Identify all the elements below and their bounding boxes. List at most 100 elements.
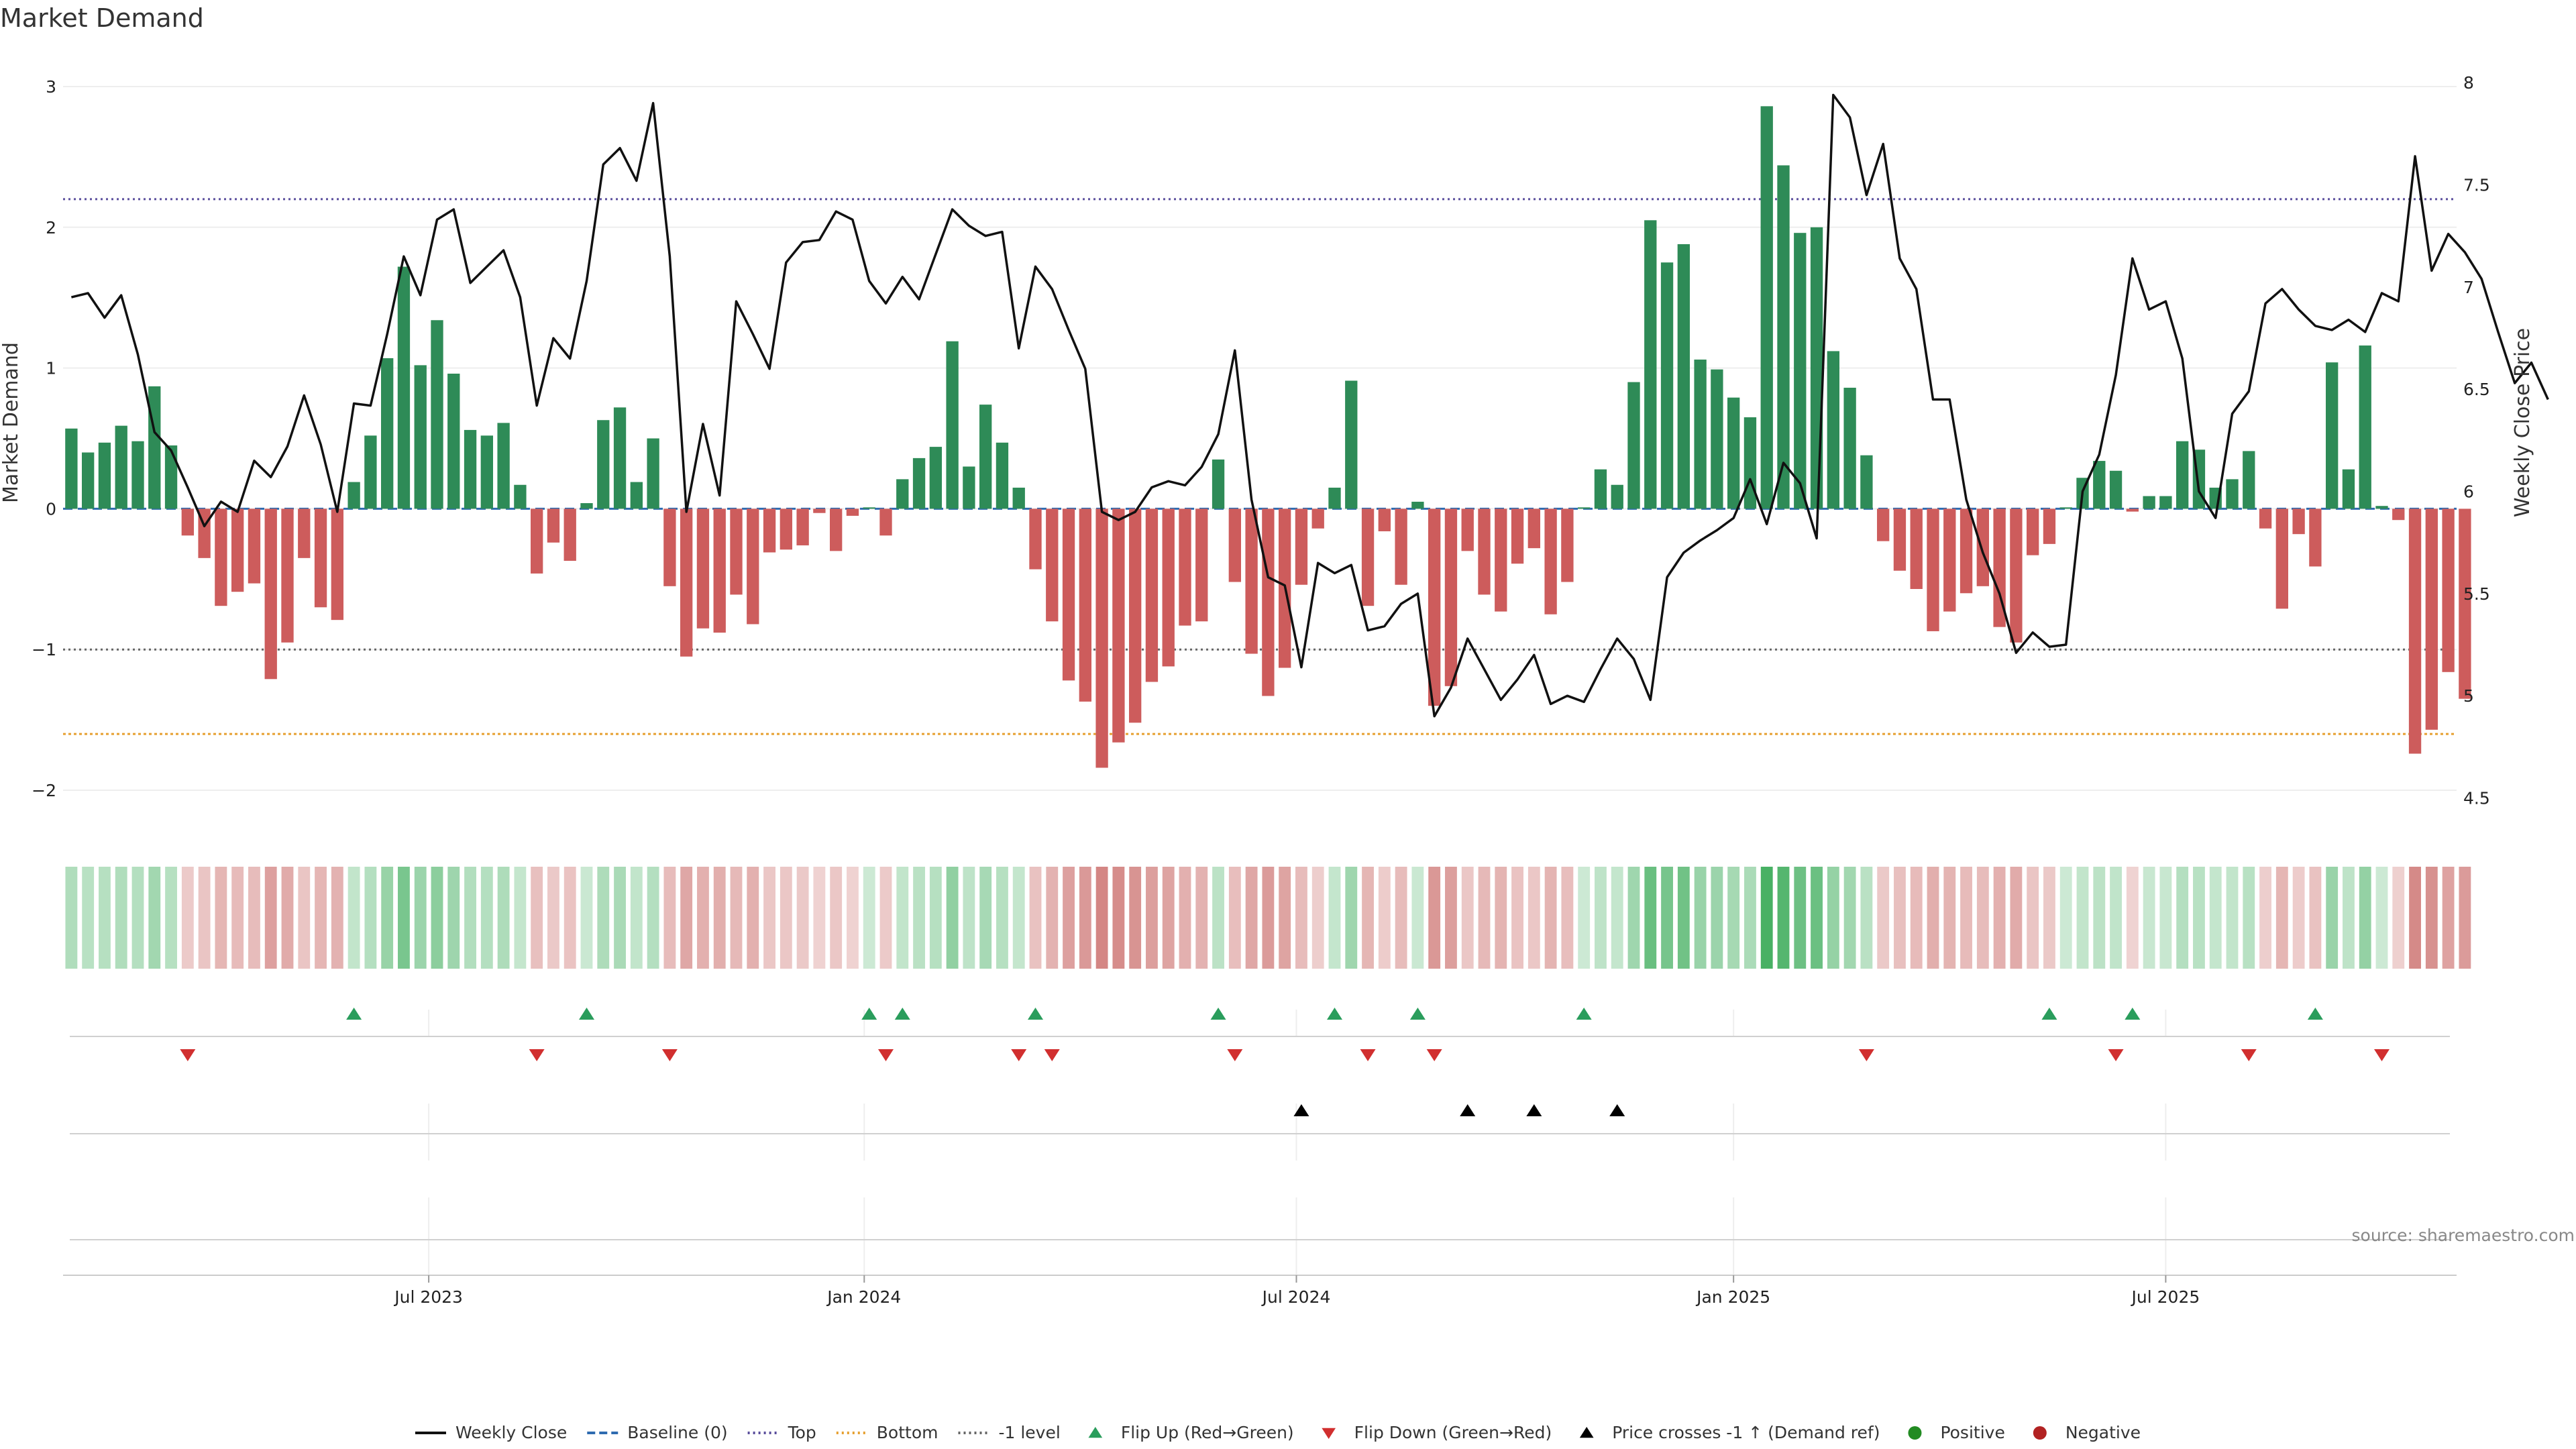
demand-bar: [1876, 508, 1890, 541]
left-tick-label: 2: [46, 218, 56, 237]
demand-bar: [1660, 262, 1674, 509]
heat-cell: [763, 867, 775, 969]
heat-cell: [996, 867, 1008, 969]
right-axis-ticks: 8 7.5 7 6.5 6 5.5 5 4.5: [2463, 73, 2490, 808]
heat-cell: [2143, 867, 2155, 969]
heat-cell: [1661, 867, 1673, 969]
right-axis-label: Weekly Close Price: [2511, 328, 2534, 517]
heat-cell: [1910, 867, 1923, 969]
heat-cell: [1611, 867, 1623, 969]
flip-up-marker: [579, 1008, 594, 1020]
right-tick-label: 8: [2463, 73, 2474, 93]
heat-cell: [1411, 867, 1424, 969]
demand-bar: [164, 445, 178, 509]
heat-cell: [1727, 867, 1740, 969]
heat-cell: [1644, 867, 1657, 969]
right-tick-label: 7: [2463, 278, 2474, 297]
demand-bar: [2243, 451, 2255, 509]
demand-bar: [2309, 508, 2322, 567]
demand-bar: [946, 341, 959, 509]
heat-cell: [1195, 867, 1208, 969]
heat-cell: [630, 867, 643, 969]
heat-cell: [1760, 867, 1773, 969]
demand-bar: [1694, 360, 1707, 509]
demand-bar: [1162, 508, 1175, 667]
flip-up-marker: [2041, 1008, 2057, 1020]
heat-cell: [2159, 867, 2172, 969]
demand-bar: [181, 508, 195, 536]
x-tick-label: Jul 2025: [2131, 1287, 2200, 1307]
demand-bar: [1245, 508, 1258, 654]
flip-down-marker: [2241, 1049, 2257, 1061]
heat-cell: [1095, 867, 1108, 969]
demand-bar: [364, 435, 377, 509]
heat-cell: [1295, 867, 1307, 969]
heat-cell: [364, 867, 377, 969]
heat-cell: [963, 867, 975, 969]
right-tick-label: 4.5: [2463, 789, 2490, 808]
flip-down-marker: [661, 1049, 678, 1061]
heat-cell: [2459, 867, 2471, 969]
right-tick-label: 5.5: [2463, 584, 2490, 604]
demand-bar: [1395, 508, 1407, 585]
heat-cell: [2343, 867, 2355, 969]
heat-cell: [2059, 867, 2072, 969]
demand-bar: [1544, 508, 1557, 614]
demand-bar: [464, 429, 477, 509]
left-tick-label: 0: [46, 499, 56, 519]
demand-bar: [314, 508, 327, 608]
heat-cell: [580, 867, 593, 969]
legend-swatch: [2033, 1426, 2047, 1440]
heat-cell: [879, 867, 892, 969]
demand-bar: [1062, 508, 1075, 681]
heat-cell: [231, 867, 244, 969]
demand-bar: [447, 373, 460, 509]
demand-bar: [2392, 508, 2405, 521]
heat-cell: [381, 867, 394, 969]
demand-bar: [347, 482, 360, 509]
demand-bar: [1478, 508, 1491, 595]
heat-cell: [1279, 867, 1291, 969]
heat-cell: [2010, 867, 2023, 969]
heat-cell: [1561, 867, 1574, 969]
demand-bar: [2010, 508, 2023, 643]
heat-cell: [1345, 867, 1358, 969]
heat-cell: [1960, 867, 1972, 969]
demand-bar: [1461, 508, 1474, 551]
heat-cell: [663, 867, 676, 969]
demand-bar: [2026, 508, 2039, 555]
heat-cell: [1694, 867, 1707, 969]
demand-bar: [1743, 417, 1757, 509]
flip-up-marker: [2307, 1008, 2323, 1020]
heat-cell: [1029, 867, 1042, 969]
demand-bar: [1179, 508, 1191, 626]
demand-bar: [663, 508, 676, 586]
demand-bar: [264, 508, 277, 680]
legend-item: Flip Up (Red→Green): [1088, 1423, 1294, 1442]
heat-cell: [1311, 867, 1324, 969]
heat-cell: [1511, 867, 1523, 969]
demand-bar: [248, 508, 261, 584]
heat-cell: [431, 867, 443, 969]
demand-bar: [1262, 508, 1275, 696]
heat-cell: [1495, 867, 1507, 969]
demand-bar: [1361, 508, 1375, 606]
demand-bar: [963, 466, 975, 509]
demand-bar: [1311, 508, 1324, 529]
demand-bar: [1611, 484, 1623, 509]
chart-title: Market Demand: [0, 3, 204, 33]
right-tick-label: 6: [2463, 482, 2474, 502]
demand-bar: [1495, 508, 1507, 612]
heat-cell: [680, 867, 693, 969]
heat-cell: [1544, 867, 1557, 969]
demand-bar: [131, 441, 144, 509]
flip-down-marker: [1360, 1049, 1376, 1061]
heat-cell: [730, 867, 743, 969]
weekly-close-line: [70, 93, 2549, 718]
left-tick-label: −1: [32, 640, 56, 659]
demand-bar: [1677, 244, 1690, 509]
heat-cell: [398, 867, 410, 969]
demand-bar: [215, 508, 227, 606]
heat-cell: [2027, 867, 2039, 969]
demand-bar: [1228, 508, 1242, 582]
